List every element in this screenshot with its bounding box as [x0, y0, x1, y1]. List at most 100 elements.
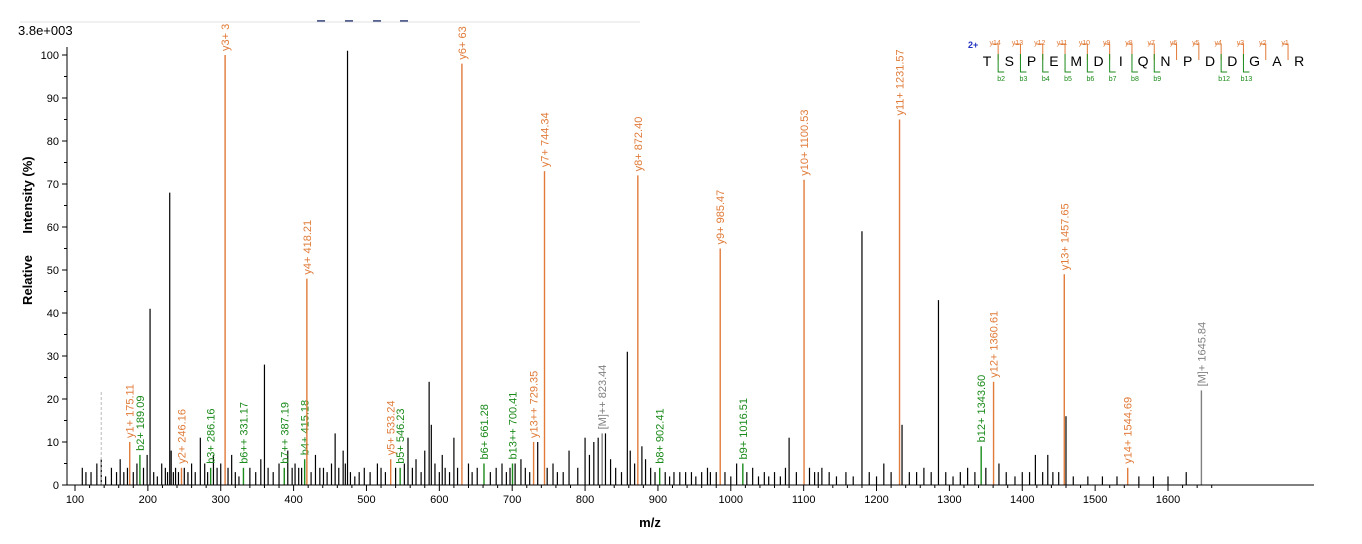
x-axis-ticks: 100 200 300 400 500 600 700 800 900 1000 1100 1200 1… — [66, 485, 1213, 506]
y-tick-label: 20 — [47, 394, 59, 406]
y-ion-marker: y10 — [1079, 40, 1090, 47]
b-cleavage-bracket — [1153, 54, 1161, 73]
b-cleavage-bracket — [1109, 54, 1116, 73]
y-ion-marker: y5 — [1192, 40, 1200, 47]
ion-peak-label: b8+ 902.41 — [655, 408, 667, 463]
x-axis-title: m/z — [639, 515, 661, 530]
x-tick-label: 900 — [649, 494, 667, 506]
b-ion-marker: b12 — [1218, 76, 1230, 83]
b-ion-marker: b2 — [997, 76, 1005, 83]
b-cleavage-bracket — [997, 54, 1005, 73]
y-cleavage-bracket — [1170, 43, 1178, 60]
ion-peak-label: y3+ 3 — [220, 24, 232, 51]
x-tick-label: 400 — [284, 494, 302, 506]
y-ion-marker: y8 — [1125, 40, 1133, 47]
ion-peak-label: b12+ 1343.60 — [976, 375, 988, 443]
y-ion-marker: y1 — [1281, 40, 1289, 47]
sequence-annotation: 2+ T S P E M D I Q N P D D G A Ry14b2y13b3y12b4y11b5y1… — [968, 40, 1304, 83]
x-tick-label: 100 — [66, 494, 84, 506]
y-axis-title-part-1: Relative — [20, 255, 35, 305]
b-cleavage-bracket — [1064, 54, 1072, 73]
sequence-residue: D — [1227, 53, 1237, 69]
b-ion-marker: b3 — [1020, 76, 1028, 83]
ion-peak-label: y4+ 418.21 — [302, 220, 314, 275]
x-tick-label: 200 — [139, 494, 157, 506]
sequence-residue: D — [1205, 53, 1215, 69]
ion-peak-label: b6++ 331.17 — [238, 402, 250, 464]
ion-peak-label: y12+ 1360.61 — [989, 311, 1001, 378]
b-ion-marker: b7 — [1109, 76, 1117, 83]
y-axis-title: Relative Intensity (%) — [20, 156, 35, 305]
y-tick-label: 80 — [47, 136, 59, 148]
y-cleavage-bracket — [1282, 43, 1289, 60]
x-tick-label: 700 — [503, 494, 521, 506]
ion-peak-label: [M]++ 823.44 — [597, 365, 609, 430]
b-ion-marker: b5 — [1064, 76, 1072, 83]
b-cleavage-bracket — [1042, 54, 1049, 73]
ion-peak-label: b13++ 700.41 — [507, 392, 519, 460]
b-cleavage-bracket — [1019, 54, 1027, 73]
y-tick-label: 50 — [47, 265, 59, 277]
y-tick-label: 90 — [47, 93, 59, 105]
sequence-residue: N — [1160, 53, 1170, 69]
x-tick-label: 1300 — [937, 494, 961, 506]
sequence-residue: D — [1093, 53, 1103, 69]
x-tick-label: 1200 — [864, 494, 888, 506]
y-cleavage-bracket — [1259, 43, 1267, 60]
x-tick-label: 800 — [576, 494, 594, 506]
y-ion-marker: y2 — [1259, 40, 1267, 47]
x-tick-label: 1000 — [719, 494, 743, 506]
y-ion-marker: y6 — [1170, 40, 1178, 47]
b-cleavage-bracket — [1242, 54, 1250, 73]
y-ion-marker: y14 — [990, 40, 1001, 47]
ion-peak-label: y1+ 175.11 — [125, 384, 137, 438]
x-tick-label: 1100 — [792, 494, 816, 506]
ion-peak-label: y5+ 533.24 — [386, 400, 398, 455]
b-cleavage-bracket — [1220, 54, 1228, 73]
ion-peak-label: b9+ 1016.51 — [738, 398, 750, 459]
b-cleavage-bracket — [1131, 54, 1138, 73]
x-tick-label: 1400 — [1010, 494, 1034, 506]
ion-peak-label: [M]+ 1645.84 — [1196, 322, 1208, 387]
b-cleavage-bracket — [1086, 54, 1094, 73]
x-tick-label: 600 — [430, 494, 448, 506]
x-tick-label: 1500 — [1083, 494, 1107, 506]
ion-peak-label: y7+ 744.34 — [540, 112, 552, 167]
sequence-residue: E — [1049, 53, 1058, 69]
b-ion-marker: b9 — [1153, 76, 1161, 83]
ion-peak-label: y13++ 729.35 — [529, 371, 541, 438]
sequence-residue: M — [1070, 53, 1082, 69]
b-ion-marker: b8 — [1131, 76, 1139, 83]
intensity-scale-label: 3.8e+003 — [18, 23, 73, 38]
y-tick-label: 0 — [53, 480, 59, 492]
y-ion-marker: y13 — [1012, 40, 1023, 47]
top-dashes — [20, 20, 640, 23]
ion-peak-label: y10+ 1100.53 — [799, 110, 811, 176]
ion-peak-label: y14+ 1544.69 — [1123, 397, 1135, 464]
y-axis-ticks: 0 10 20 30 40 50 60 70 80 90 100 — [41, 50, 67, 492]
y-tick-label: 70 — [47, 179, 59, 191]
sequence-residue: I — [1119, 53, 1123, 69]
ion-peak-label: y6+ 63 — [457, 26, 469, 59]
y-ion-marker: y9 — [1103, 40, 1111, 47]
sequence-residue: S — [1005, 53, 1014, 69]
y-axis-title-part-2: Intensity (%) — [20, 156, 35, 233]
ion-peak-label: b2+ 189.09 — [135, 396, 147, 451]
sequence-residue: A — [1272, 53, 1282, 69]
sequence-residue: Q — [1138, 53, 1149, 69]
y-tick-label: 40 — [47, 308, 59, 320]
sequence-residue: P — [1183, 53, 1192, 69]
ion-peak-label: y8+ 872.40 — [633, 117, 645, 172]
ion-peak-label: b4+ 415.18 — [300, 400, 312, 455]
ion-peak-label: y11+ 1231.57 — [895, 49, 907, 115]
ion-peak-label: y9+ 985.47 — [715, 190, 727, 245]
b-ion-marker: b6 — [1086, 76, 1094, 83]
sequence-residue: P — [1027, 53, 1036, 69]
y-ion-marker: y7 — [1148, 40, 1156, 47]
y-ion-marker: y4 — [1214, 40, 1222, 47]
b-ion-marker: b4 — [1042, 76, 1050, 83]
y-tick-label: 30 — [47, 351, 59, 363]
ion-peak-label: y2+ 246.16 — [177, 409, 189, 464]
